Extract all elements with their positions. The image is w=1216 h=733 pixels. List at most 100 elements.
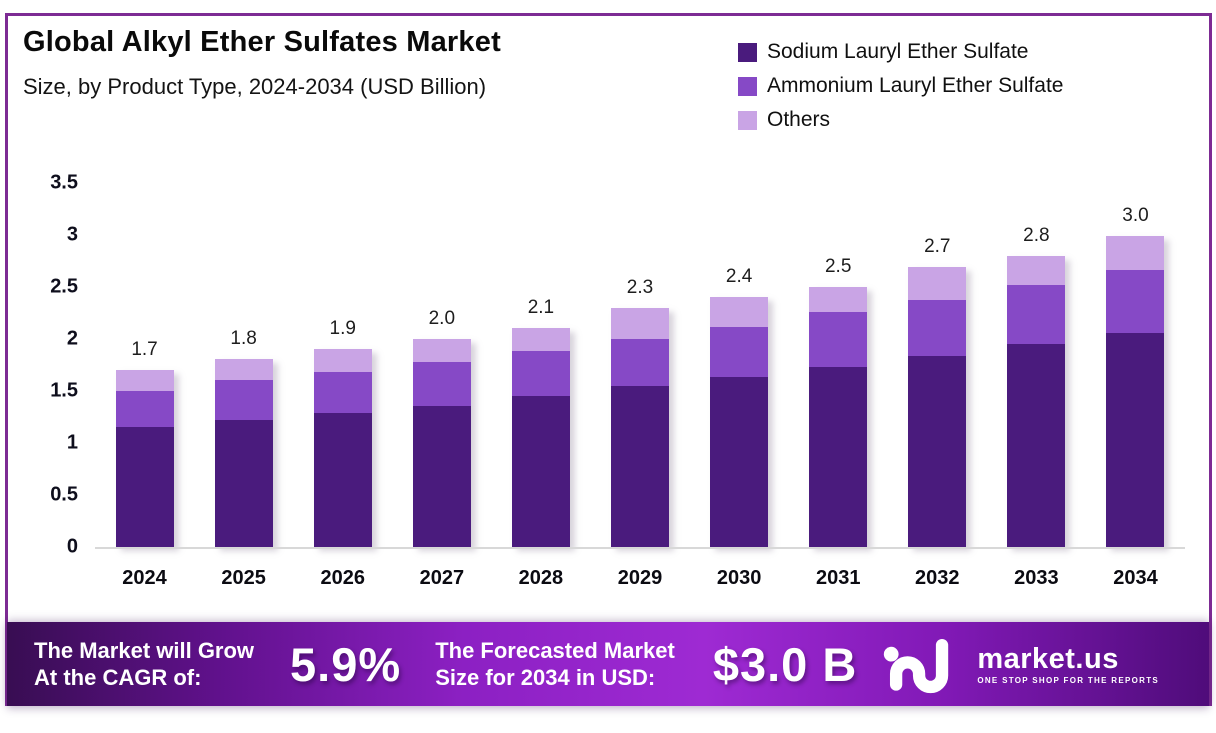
cagr-caption-line2: At the CAGR of: [34, 665, 202, 690]
bar-2033: 2.8 [1007, 225, 1066, 547]
y-tick-1: 1 [66, 431, 78, 454]
x-axis-label-2024: 2024 [122, 567, 167, 589]
bar-segment [511, 396, 570, 547]
bar-slot-2033: 2.8 [987, 183, 1086, 547]
bar-2034: 3.0 [1106, 205, 1165, 547]
bar-segment [412, 362, 471, 406]
plot-area: 1.7 1.8 1.9 2.0 2.1 2.3 2.4 2.5 2.7 2.8 3.0 [95, 183, 1185, 549]
cagr-caption-line1: The Market will Grow [34, 638, 255, 663]
bar-slot-2024: 1.7 [95, 183, 194, 547]
forecast-caption-line2: Size for 2034 in USD: [435, 665, 656, 690]
bar-total-label-2025: 1.8 [230, 328, 257, 349]
x-axis-label-2029: 2029 [617, 567, 663, 589]
bar-2025: 1.8 [214, 328, 273, 547]
footer-banner: The Market will Grow At the CAGR of: 5.9… [7, 622, 1209, 706]
x-axis-label-2027: 2027 [419, 567, 465, 589]
bar-total-label-2026: 1.9 [329, 318, 356, 339]
legend-item-2: Ammonium Lauryl Ether Sulfate [738, 74, 1063, 98]
forecast-caption: The Forecasted Market Size for 2034 in U… [435, 637, 675, 691]
legend-label: Sodium Lauryl Ether Sulfate [767, 40, 1029, 63]
y-tick-0.5: 0.5 [50, 483, 78, 506]
bar-2028: 2.1 [511, 297, 570, 547]
page-subtitle: Size, by Product Type, 2024-2034 (USD Bi… [23, 74, 487, 99]
bar-segment [611, 339, 670, 386]
bar-total-label-2028: 2.1 [527, 297, 555, 318]
bar-total-label-2027: 2.0 [428, 308, 456, 329]
bar-segment [511, 328, 570, 351]
marketus-logo-text: market.us [977, 642, 1119, 675]
bar-segment [611, 386, 670, 547]
x-axis-label-2032: 2032 [915, 567, 960, 589]
chart-header: Global Alkyl Ether Sulfates Market Size,… [23, 26, 501, 100]
bar-total-label-2033: 2.8 [1023, 225, 1050, 246]
cagr-caption: The Market will Grow At the CAGR of: [34, 637, 254, 691]
bar-segment [313, 372, 372, 413]
bar-2032: 2.7 [908, 236, 967, 547]
x-axis-labels: 2024 2025 2026 2027 2028 2029 2030 2031 2032 2033… [95, 567, 1185, 590]
bar-segment [809, 312, 868, 367]
bar-slot-2032: 2.7 [888, 183, 987, 547]
bar-segment [115, 391, 174, 427]
bar-segment [214, 420, 273, 547]
bar-total-label-2034: 3.0 [1122, 205, 1149, 226]
bar-slot-2028: 2.1 [491, 183, 590, 547]
y-tick-0: 0 [66, 535, 78, 558]
x-axis-label-2034: 2034 [1113, 567, 1158, 589]
bar-slot-2031: 2.5 [789, 183, 888, 547]
bar-segment [511, 351, 570, 396]
bar-slot-2027: 2.0 [392, 183, 491, 547]
bar-segment [908, 267, 967, 300]
bar-2030: 2.4 [710, 266, 769, 547]
bar-segment [1106, 333, 1165, 547]
y-tick-2.5: 2.5 [50, 275, 78, 298]
legend-swatch [738, 110, 757, 130]
bar-segment [412, 406, 471, 547]
bar-segment [908, 300, 967, 356]
marketus-logo-tagline: ONE STOP SHOP FOR THE REPORTS [977, 675, 1160, 685]
legend-item-3: Others [738, 108, 1063, 132]
bar-total-label-2032: 2.7 [924, 236, 951, 257]
page-title: Global Alkyl Ether Sulfates Market [23, 26, 501, 58]
cagr-value: 5.9% [290, 637, 402, 691]
bar-slot-2030: 2.4 [690, 183, 789, 547]
bar-2026: 1.9 [313, 318, 372, 547]
bar-segment [313, 413, 372, 547]
x-axis-label-2026: 2026 [320, 567, 365, 589]
bar-segment [1007, 285, 1066, 344]
marketus-logo-textblock: market.us ONE STOP SHOP FOR THE REPORTS [977, 644, 1159, 685]
bar-segment [412, 339, 471, 362]
bar-segment [1106, 236, 1165, 270]
bar-total-label-2031: 2.5 [824, 256, 852, 277]
legend-item-1: Sodium Lauryl Ether Sulfate [738, 40, 1063, 64]
y-axis: 3.5 3 2.5 2 1.5 1 0.5 0 [28, 172, 78, 558]
y-tick-3: 3 [66, 223, 78, 246]
legend-label: Others [767, 108, 831, 131]
bar-segment [710, 377, 769, 547]
bar-segment [710, 297, 769, 327]
marketus-logo-icon [884, 638, 949, 694]
x-axis-label-2031: 2031 [815, 567, 861, 589]
bar-segment [611, 308, 670, 339]
legend-swatch [738, 76, 757, 96]
bars-container: 1.7 1.8 1.9 2.0 2.1 2.3 2.4 2.5 2.7 2.8 3.0 [95, 183, 1185, 547]
bar-2029: 2.3 [611, 277, 670, 547]
y-tick-1.5: 1.5 [50, 379, 78, 402]
bar-segment [1106, 270, 1165, 333]
bar-segment [214, 380, 273, 420]
y-tick-3.5: 3.5 [50, 171, 78, 194]
x-axis-label-2025: 2025 [221, 567, 266, 589]
bar-total-label-2029: 2.3 [626, 277, 654, 298]
bar-2024: 1.7 [115, 339, 174, 547]
bar-total-label-2024: 1.7 [131, 339, 158, 360]
bar-segment [115, 370, 174, 391]
bar-2027: 2.0 [412, 308, 471, 547]
bar-slot-2026: 1.9 [293, 183, 392, 547]
bar-segment [809, 287, 868, 312]
bar-segment [214, 359, 273, 380]
bar-2031: 2.5 [809, 256, 868, 547]
bar-slot-2029: 2.3 [590, 183, 689, 547]
x-axis-label-2033: 2033 [1014, 567, 1059, 589]
y-tick-2: 2 [66, 327, 78, 350]
bar-segment [115, 427, 174, 547]
